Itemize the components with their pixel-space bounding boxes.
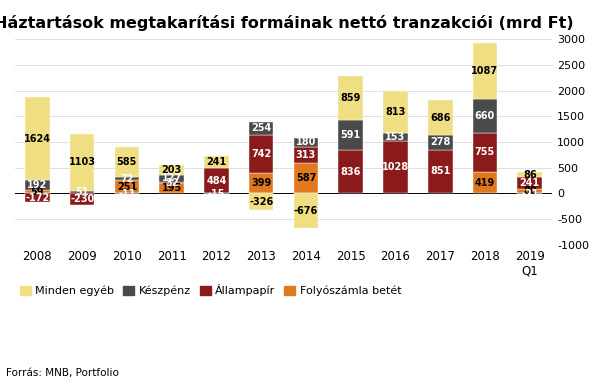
- Bar: [70, 134, 94, 191]
- Bar: [159, 182, 184, 183]
- Text: 195: 195: [161, 183, 182, 193]
- Text: 1087: 1087: [472, 66, 498, 76]
- Bar: [249, 135, 274, 173]
- Bar: [70, 191, 94, 193]
- Text: 1103: 1103: [69, 157, 95, 167]
- Text: -676: -676: [294, 206, 318, 216]
- Bar: [428, 135, 452, 150]
- Text: 686: 686: [430, 113, 451, 123]
- Text: 836: 836: [341, 167, 361, 177]
- Bar: [518, 177, 542, 189]
- Bar: [25, 180, 50, 190]
- Text: 51: 51: [76, 187, 89, 197]
- Bar: [294, 138, 318, 147]
- Legend: Minden egyéb, Készpénz, Állampapír, Folyószámla betét: Minden egyéb, Készpénz, Állampapír, Foly…: [15, 280, 406, 301]
- Bar: [115, 177, 139, 180]
- Bar: [338, 76, 363, 120]
- Text: 585: 585: [117, 157, 137, 167]
- Bar: [338, 120, 363, 150]
- Title: Háztartások megtakarítási formáinak nettó tranzakciói (mrd Ft): Háztartások megtakarítási formáinak nett…: [0, 15, 573, 31]
- Text: Forrás: MNB, Portfolio: Forrás: MNB, Portfolio: [6, 368, 119, 378]
- Text: 313: 313: [296, 150, 316, 160]
- Text: -21: -21: [521, 189, 539, 199]
- Text: 86: 86: [523, 169, 536, 180]
- Bar: [428, 100, 452, 135]
- Bar: [473, 99, 497, 133]
- Bar: [204, 193, 229, 194]
- Bar: [383, 91, 408, 133]
- Text: 813: 813: [385, 107, 406, 117]
- Text: -15: -15: [208, 189, 225, 199]
- Bar: [473, 43, 497, 99]
- Bar: [294, 147, 318, 163]
- Bar: [249, 173, 274, 193]
- Text: 755: 755: [475, 147, 495, 157]
- Bar: [115, 193, 139, 194]
- Bar: [25, 193, 50, 202]
- Bar: [294, 163, 318, 193]
- Text: 241: 241: [519, 178, 540, 188]
- Text: -11: -11: [118, 188, 136, 199]
- Bar: [115, 180, 139, 193]
- Text: 32: 32: [165, 177, 178, 187]
- Text: 251: 251: [117, 182, 137, 192]
- Text: 80: 80: [523, 186, 536, 196]
- Bar: [383, 133, 408, 141]
- Bar: [70, 193, 94, 205]
- Bar: [473, 172, 497, 193]
- Bar: [115, 147, 139, 177]
- Text: -230: -230: [70, 194, 94, 204]
- Text: 72: 72: [120, 174, 133, 184]
- Text: 742: 742: [251, 149, 271, 159]
- Bar: [204, 156, 229, 168]
- Bar: [159, 183, 184, 193]
- Bar: [294, 193, 318, 228]
- Text: 254: 254: [251, 123, 271, 133]
- Text: 278: 278: [430, 138, 451, 147]
- Bar: [25, 190, 50, 193]
- Text: 127: 127: [161, 173, 182, 184]
- Text: 484: 484: [206, 176, 226, 186]
- Bar: [518, 173, 542, 177]
- Text: 399: 399: [251, 178, 271, 188]
- Bar: [518, 193, 542, 195]
- Text: -172: -172: [25, 193, 50, 203]
- Bar: [473, 133, 497, 172]
- Text: 153: 153: [385, 131, 406, 142]
- Bar: [159, 165, 184, 175]
- Text: 59: 59: [31, 187, 44, 197]
- Text: 203: 203: [161, 165, 182, 175]
- Bar: [249, 193, 274, 210]
- Text: 587: 587: [296, 173, 316, 183]
- Text: 241: 241: [207, 157, 226, 167]
- Bar: [159, 175, 184, 182]
- Text: 180: 180: [296, 138, 316, 147]
- Bar: [428, 150, 452, 193]
- Text: 419: 419: [475, 177, 495, 188]
- Text: 660: 660: [475, 111, 495, 121]
- Text: 851: 851: [430, 166, 451, 176]
- Text: 859: 859: [341, 93, 361, 103]
- Bar: [249, 122, 274, 135]
- Bar: [383, 141, 408, 193]
- Bar: [338, 150, 363, 193]
- Text: 192: 192: [27, 180, 48, 190]
- Text: 591: 591: [341, 130, 361, 140]
- Bar: [518, 189, 542, 193]
- Bar: [204, 168, 229, 193]
- Bar: [25, 97, 50, 180]
- Text: -326: -326: [249, 197, 274, 207]
- Text: 1624: 1624: [24, 134, 51, 144]
- Text: 1028: 1028: [382, 162, 409, 172]
